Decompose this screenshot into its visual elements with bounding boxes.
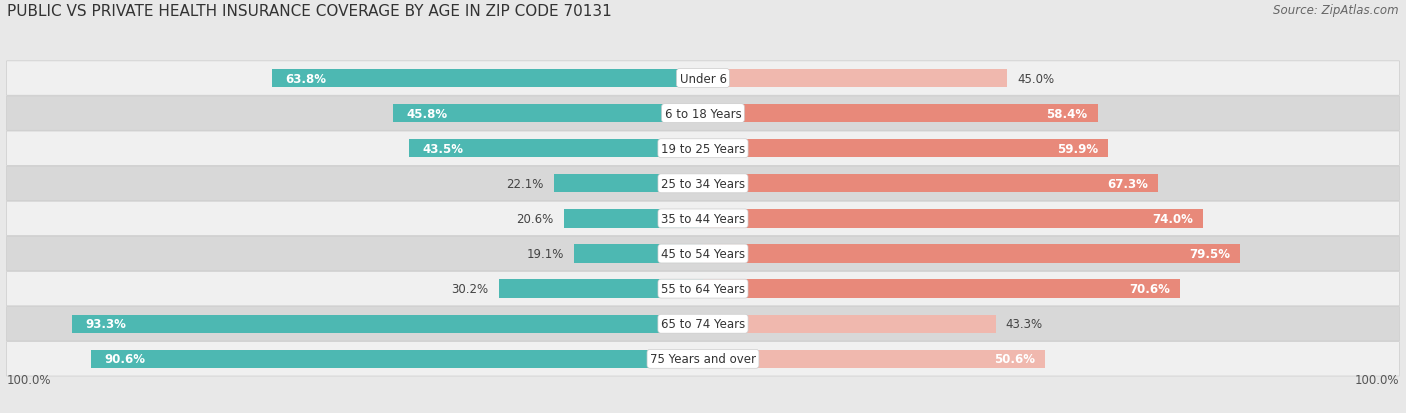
- Text: 79.5%: 79.5%: [1189, 247, 1230, 260]
- Text: 45 to 54 Years: 45 to 54 Years: [661, 247, 745, 260]
- Bar: [409, 140, 703, 158]
- Text: 43.3%: 43.3%: [1005, 318, 1043, 330]
- Text: 100.0%: 100.0%: [1355, 373, 1399, 386]
- Text: 25 to 34 Years: 25 to 34 Years: [661, 178, 745, 190]
- Text: 75 Years and over: 75 Years and over: [650, 352, 756, 366]
- FancyBboxPatch shape: [7, 62, 1399, 96]
- Text: Under 6: Under 6: [679, 72, 727, 85]
- Text: 59.9%: 59.9%: [1057, 142, 1098, 155]
- Text: 20.6%: 20.6%: [516, 212, 554, 225]
- FancyBboxPatch shape: [7, 342, 1399, 376]
- Text: PUBLIC VS PRIVATE HEALTH INSURANCE COVERAGE BY AGE IN ZIP CODE 70131: PUBLIC VS PRIVATE HEALTH INSURANCE COVER…: [7, 4, 612, 19]
- Bar: [90, 350, 703, 368]
- Text: 45.0%: 45.0%: [1018, 72, 1054, 85]
- FancyBboxPatch shape: [7, 307, 1399, 341]
- Bar: [394, 105, 703, 123]
- Text: 45.8%: 45.8%: [406, 107, 449, 120]
- FancyBboxPatch shape: [7, 167, 1399, 201]
- Bar: [564, 210, 703, 228]
- Text: 65 to 74 Years: 65 to 74 Years: [661, 318, 745, 330]
- Bar: [499, 280, 703, 298]
- Bar: [703, 280, 1180, 298]
- Text: 43.5%: 43.5%: [422, 142, 464, 155]
- FancyBboxPatch shape: [7, 272, 1399, 306]
- Bar: [703, 140, 1108, 158]
- Text: 30.2%: 30.2%: [451, 282, 489, 295]
- Text: 74.0%: 74.0%: [1152, 212, 1194, 225]
- Text: 19.1%: 19.1%: [526, 247, 564, 260]
- Text: 35 to 44 Years: 35 to 44 Years: [661, 212, 745, 225]
- Bar: [703, 245, 1240, 263]
- Text: 93.3%: 93.3%: [86, 318, 127, 330]
- FancyBboxPatch shape: [7, 132, 1399, 166]
- Bar: [703, 315, 995, 333]
- Bar: [703, 350, 1045, 368]
- Text: 55 to 64 Years: 55 to 64 Years: [661, 282, 745, 295]
- Text: 50.6%: 50.6%: [994, 352, 1035, 366]
- FancyBboxPatch shape: [7, 97, 1399, 131]
- FancyBboxPatch shape: [7, 237, 1399, 271]
- Text: 19 to 25 Years: 19 to 25 Years: [661, 142, 745, 155]
- Text: 90.6%: 90.6%: [104, 352, 145, 366]
- Text: 70.6%: 70.6%: [1129, 282, 1170, 295]
- Bar: [703, 210, 1204, 228]
- Text: 6 to 18 Years: 6 to 18 Years: [665, 107, 741, 120]
- Text: 63.8%: 63.8%: [285, 72, 326, 85]
- Bar: [574, 245, 703, 263]
- Bar: [703, 105, 1098, 123]
- Text: 58.4%: 58.4%: [1046, 107, 1088, 120]
- Bar: [703, 175, 1159, 193]
- Bar: [554, 175, 703, 193]
- Text: 22.1%: 22.1%: [506, 178, 544, 190]
- Bar: [72, 315, 703, 333]
- FancyBboxPatch shape: [7, 202, 1399, 236]
- Text: Source: ZipAtlas.com: Source: ZipAtlas.com: [1274, 4, 1399, 17]
- Bar: [703, 70, 1007, 88]
- Text: 67.3%: 67.3%: [1107, 178, 1147, 190]
- Text: 100.0%: 100.0%: [7, 373, 51, 386]
- Bar: [271, 70, 703, 88]
